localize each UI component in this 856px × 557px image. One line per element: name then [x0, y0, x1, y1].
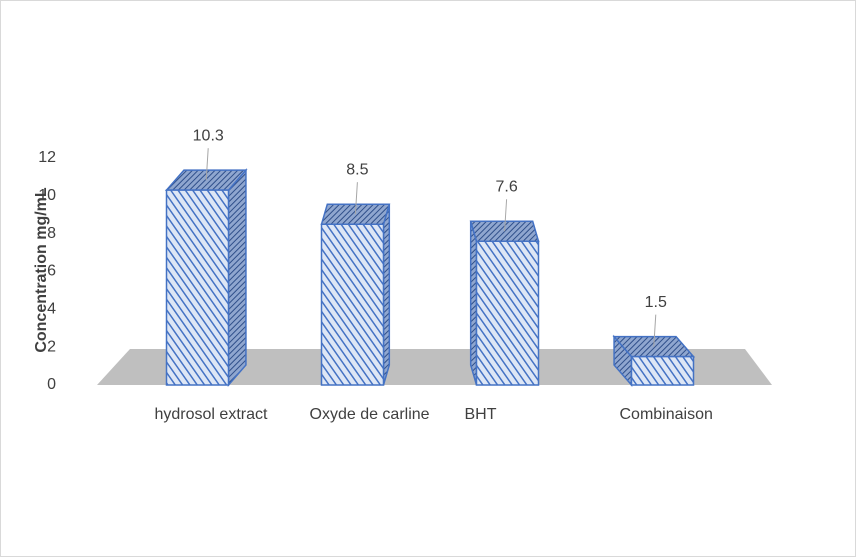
y-tick-label: 8 [47, 225, 56, 242]
y-tick-label: 6 [47, 263, 56, 280]
y-tick-label: 0 [47, 376, 56, 393]
bar-face [227, 168, 247, 388]
bar-face [475, 240, 540, 386]
floor [97, 349, 772, 385]
y-tick-label: 2 [47, 338, 56, 355]
bar-face [630, 355, 695, 386]
x-tick-label: Combinaison [620, 406, 713, 423]
x-tick-label: Oxyde de carline [310, 406, 430, 423]
bar-face [165, 189, 230, 386]
y-tick-label: 4 [47, 301, 56, 318]
bar [469, 220, 540, 386]
x-tick-label: hydrosol extract [155, 406, 268, 423]
data-label: 8.5 [346, 161, 368, 178]
data-label: 10.3 [193, 127, 224, 144]
bar [320, 203, 391, 386]
bar-face [382, 203, 391, 386]
bar-face [320, 223, 385, 386]
y-axis-title: Concentration mg/mL [33, 187, 50, 353]
bar-face [469, 221, 478, 386]
data-label: 1.5 [645, 294, 667, 311]
y-tick-label: 10 [38, 187, 56, 204]
y-tick-label: 12 [38, 149, 56, 166]
leader-line [504, 199, 508, 232]
leader-line [354, 182, 358, 215]
x-tick-label: BHT [465, 406, 497, 423]
leader-line [653, 314, 657, 347]
data-label: 7.6 [495, 178, 517, 195]
bar [164, 168, 248, 388]
leader-line [205, 148, 209, 181]
